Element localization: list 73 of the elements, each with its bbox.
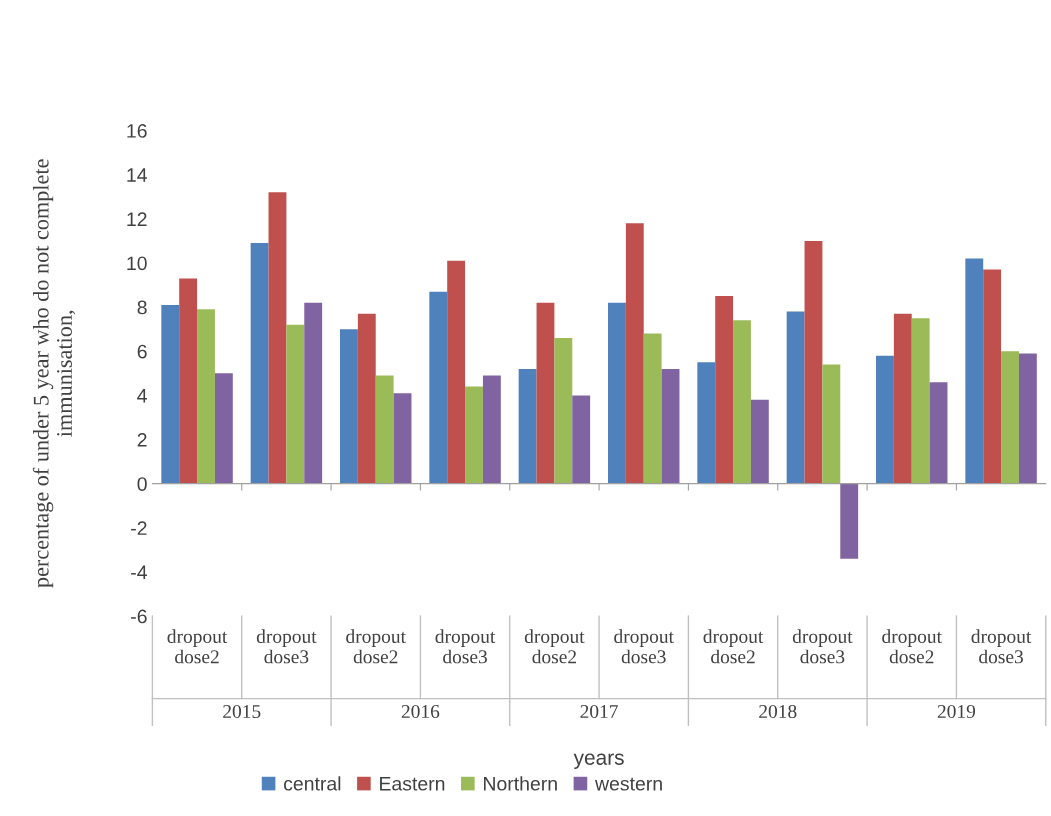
- bar: [643, 333, 662, 484]
- legend-label: Eastern: [380, 777, 445, 791]
- bar: [893, 313, 912, 484]
- bar: [661, 368, 680, 484]
- text: 2017: [580, 704, 618, 719]
- x-tick-label: dropout dose2: [167, 629, 228, 664]
- y-tick-label: -4: [131, 565, 147, 579]
- x-axis-title: years: [573, 753, 624, 770]
- y-tick-label: 4: [137, 389, 147, 403]
- bar: [750, 399, 769, 484]
- bar: [733, 320, 751, 484]
- bar: [625, 223, 644, 484]
- text: 2015: [223, 704, 261, 719]
- bar: [1018, 353, 1037, 484]
- bar: [786, 311, 805, 484]
- y-tick-label: -6: [131, 609, 147, 624]
- x-tick-label: dropout dose2: [346, 629, 406, 664]
- bar: [340, 329, 358, 484]
- legend-label: western: [594, 777, 662, 791]
- x-tick-label: dropout dose3: [256, 629, 317, 664]
- y-tick-label: 0: [137, 477, 147, 491]
- legend-label: central: [284, 776, 341, 791]
- bar: [393, 393, 412, 484]
- bar: [304, 302, 323, 484]
- bar: [911, 318, 930, 484]
- bar: [572, 395, 591, 484]
- bar: [482, 375, 501, 484]
- bar: [536, 302, 555, 484]
- y-tick-label: 16: [127, 124, 147, 138]
- bar: [465, 386, 483, 484]
- bar: [929, 382, 948, 484]
- bar: [197, 309, 215, 484]
- y-axis-title: percentage of under 5 year who do not complete immunisation,: [32, 159, 76, 588]
- y-tick-label: -2: [131, 521, 147, 535]
- bar: [822, 364, 841, 484]
- x-tick-label: dropout dose3: [435, 629, 496, 664]
- x-tick-label: dropout dose2: [703, 629, 764, 664]
- bar: [608, 302, 626, 484]
- bar: [965, 258, 984, 484]
- x-tick-label: dropout dose3: [971, 629, 1032, 664]
- bar: [429, 291, 448, 484]
- text: 2018: [759, 704, 797, 719]
- bar: [554, 338, 573, 484]
- bar: [518, 368, 537, 484]
- y-tick-label: 6: [137, 344, 147, 359]
- bar: [697, 362, 716, 484]
- x-tick-label: dropout dose2: [524, 629, 585, 664]
- bar: [840, 483, 859, 559]
- y-tick-label: 12: [127, 212, 147, 226]
- bar: [357, 313, 376, 484]
- bar: [268, 192, 287, 484]
- bar: [804, 240, 823, 484]
- bar: [447, 260, 466, 484]
- legend-label: Northern: [484, 776, 557, 791]
- y-tick-label: 10: [127, 256, 147, 271]
- bar: [250, 243, 269, 484]
- bar: [983, 269, 1002, 484]
- x-tick-label: dropout dose2: [882, 629, 942, 664]
- bar: [1001, 351, 1019, 484]
- x-tick-label: dropout dose3: [792, 629, 853, 664]
- y-tick-label: 2: [137, 433, 147, 447]
- x-tick-label: dropout dose3: [614, 629, 674, 664]
- bar: [286, 324, 305, 484]
- bar: [876, 355, 894, 484]
- text: 2016: [401, 704, 440, 719]
- bar: [179, 278, 198, 484]
- text: 2019: [937, 704, 976, 719]
- bar: [161, 304, 180, 484]
- bar: [214, 373, 233, 484]
- y-tick-label: 8: [137, 300, 147, 315]
- bar: [375, 375, 394, 484]
- y-tick-label: 14: [127, 168, 147, 182]
- bar: [715, 296, 734, 484]
